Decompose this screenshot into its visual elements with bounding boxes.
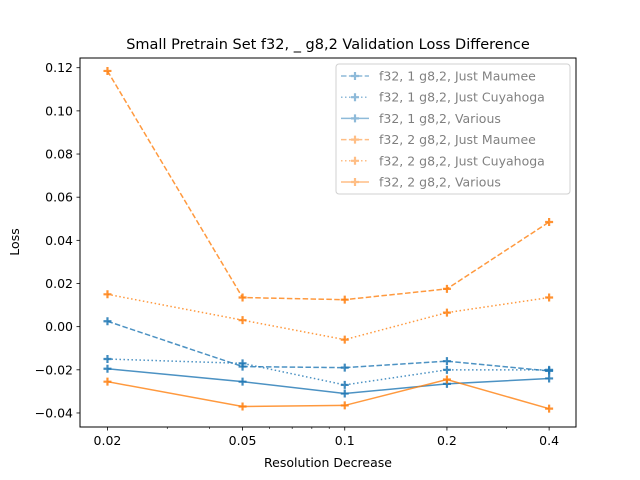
legend-box: [335, 63, 571, 195]
x-tick-label: 0.1: [335, 433, 355, 448]
legend-label: f32, 2 g8,2, Various: [379, 175, 501, 190]
data-point: [442, 375, 451, 384]
legend-label: f32, 2 g8,2, Just Maumee: [379, 132, 536, 147]
axes: −0.04 −0.02 0.00 0.02 0.04 0.06 0.08 0.10 0.12 0.…: [35, 60, 559, 448]
data-point: [545, 218, 554, 226]
y-tick-label: 0.06: [45, 190, 73, 205]
legend: f32, 1 g8,2, Just Maumee f32, 1 g8,2, Jus…: [335, 63, 571, 195]
x-tick-label: 0.2: [437, 433, 457, 448]
series-4: [103, 66, 554, 304]
y-tick-label: 0.00: [45, 319, 73, 334]
data-point: [340, 363, 349, 372]
legend-label: f32, 1 g8,2, Just Maumee: [379, 69, 536, 84]
data-point: [340, 380, 349, 389]
legend-marker: [351, 72, 359, 80]
data-point: [545, 293, 554, 302]
data-point: [238, 377, 247, 386]
data-point: [103, 66, 112, 75]
series-line: [107, 358, 550, 386]
y-tick-label: 0.02: [45, 276, 73, 291]
legend-entry: f32, 1 g8,2, Just Maumee: [341, 69, 536, 84]
series-3: [103, 364, 554, 398]
y-tick-label: −0.04: [35, 405, 73, 420]
legend-marker: [351, 135, 359, 144]
legend-marker: [351, 114, 359, 123]
chart-title: Small Pretrain Set f32, _ g8,2 Validatio…: [126, 37, 530, 53]
y-tick-label: 0.04: [45, 233, 73, 248]
legend-entry: f32, 1 g8,2, Just Cuyahoga: [341, 90, 545, 105]
legend-entry: f32, 2 g8,2, Just Maumee: [341, 132, 536, 147]
data-point: [103, 377, 112, 386]
legend-marker: [351, 93, 359, 102]
legend-entry: f32, 2 g8,2, Various: [341, 175, 501, 190]
data-point: [340, 335, 349, 344]
series-2: [103, 355, 554, 389]
data-point: [442, 365, 451, 374]
x-tick-label: 0.4: [539, 433, 559, 448]
legend-label: f32, 2 g8,2, Just Cuyahoga: [379, 153, 545, 168]
data-point: [340, 295, 349, 304]
data-point: [442, 357, 451, 366]
data-point: [442, 284, 451, 293]
data-point: [442, 308, 451, 317]
data-point: [545, 365, 554, 374]
data-point: [103, 364, 112, 373]
data-point: [238, 402, 247, 411]
data-point: [103, 290, 112, 299]
legend-entry: f32, 1 g8,2, Various: [341, 111, 501, 126]
data-point: [340, 401, 349, 410]
plot-area: [103, 66, 554, 413]
data-point: [545, 404, 554, 413]
x-tick-label: 0.05: [229, 433, 257, 448]
y-axis-label: Loss: [7, 228, 22, 255]
data-point: [545, 374, 554, 383]
y-tick-label: 0.12: [45, 60, 73, 75]
data-point: [238, 293, 247, 302]
legend-marker: [351, 156, 359, 165]
series-6: [103, 375, 554, 413]
data-point: [238, 359, 247, 368]
legend-label: f32, 1 g8,2, Various: [379, 111, 501, 126]
y-tick-label: 0.08: [45, 147, 73, 162]
legend-marker: [351, 178, 359, 186]
data-point: [340, 389, 349, 398]
data-point: [103, 355, 112, 364]
x-axis-label: Resolution Decrease: [264, 455, 392, 470]
legend-label: f32, 1 g8,2, Just Cuyahoga: [379, 90, 545, 105]
legend-entry: f32, 2 g8,2, Just Cuyahoga: [341, 153, 545, 168]
series-5: [103, 290, 554, 344]
x-tick-label: 0.02: [94, 433, 122, 448]
data-point: [103, 317, 112, 326]
series-line: [107, 320, 550, 372]
axes-frame: [79, 57, 577, 428]
y-tick-label: −0.02: [35, 362, 73, 377]
y-tick-label: 0.10: [45, 103, 73, 118]
data-point: [238, 316, 247, 325]
